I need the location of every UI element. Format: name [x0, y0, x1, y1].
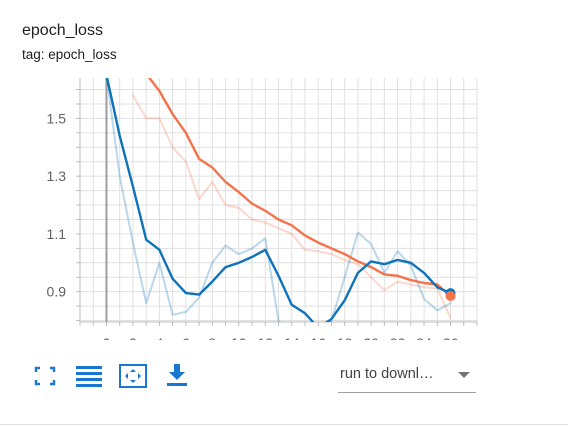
toggle-log-scale-icon: [76, 366, 102, 387]
run-download-select[interactable]: run to downl…: [338, 362, 476, 393]
end-markers: [445, 288, 456, 302]
smoothed-series-line: [105, 78, 452, 322]
x-tick-label: 10: [231, 335, 247, 340]
y-tick-label: 1.5: [47, 110, 67, 126]
axis-ticks: 024681012141618202224260.91.11.31.5: [47, 110, 459, 340]
y-tick-label: 1.1: [47, 226, 67, 242]
card-divider: [0, 424, 568, 425]
raw-series-line: [131, 94, 452, 319]
fullscreen-button[interactable]: [30, 362, 60, 390]
x-tick-label: 22: [390, 335, 406, 340]
series-end-point: [445, 291, 456, 302]
grid-lines: [76, 78, 478, 326]
toggle-log-scale-button[interactable]: [74, 362, 104, 390]
x-tick-label: 8: [208, 335, 216, 340]
fullscreen-icon: [34, 366, 56, 386]
y-tick-label: 0.9: [47, 284, 67, 300]
loss-chart[interactable]: 024681012141618202224260.91.11.31.5: [0, 0, 568, 340]
y-tick-label: 1.3: [47, 168, 67, 184]
fit-domain-icon: [119, 364, 147, 388]
x-tick-label: 4: [156, 335, 164, 340]
download-button[interactable]: [162, 362, 192, 390]
x-tick-label: 20: [363, 335, 379, 340]
x-tick-label: 12: [257, 335, 273, 340]
card-tag: tag: epoch_loss: [22, 47, 117, 62]
smoothed-series-line: [147, 78, 452, 298]
series-lines: [105, 78, 452, 322]
raw-series-line: [105, 78, 452, 322]
x-tick-label: 26: [443, 335, 459, 340]
x-tick-label: 18: [337, 335, 353, 340]
run-download-select-label: run to downl…: [340, 366, 434, 382]
card-title: epoch_loss: [22, 22, 103, 39]
x-tick-label: 6: [182, 335, 190, 340]
x-tick-label: 0: [103, 335, 111, 340]
x-tick-label: 16: [310, 335, 326, 340]
x-tick-label: 2: [129, 335, 137, 340]
chevron-down-icon: [458, 372, 470, 378]
download-icon: [167, 364, 187, 386]
x-tick-label: 24: [416, 335, 432, 340]
x-tick-label: 14: [284, 335, 300, 340]
fit-domain-button[interactable]: [118, 362, 148, 390]
